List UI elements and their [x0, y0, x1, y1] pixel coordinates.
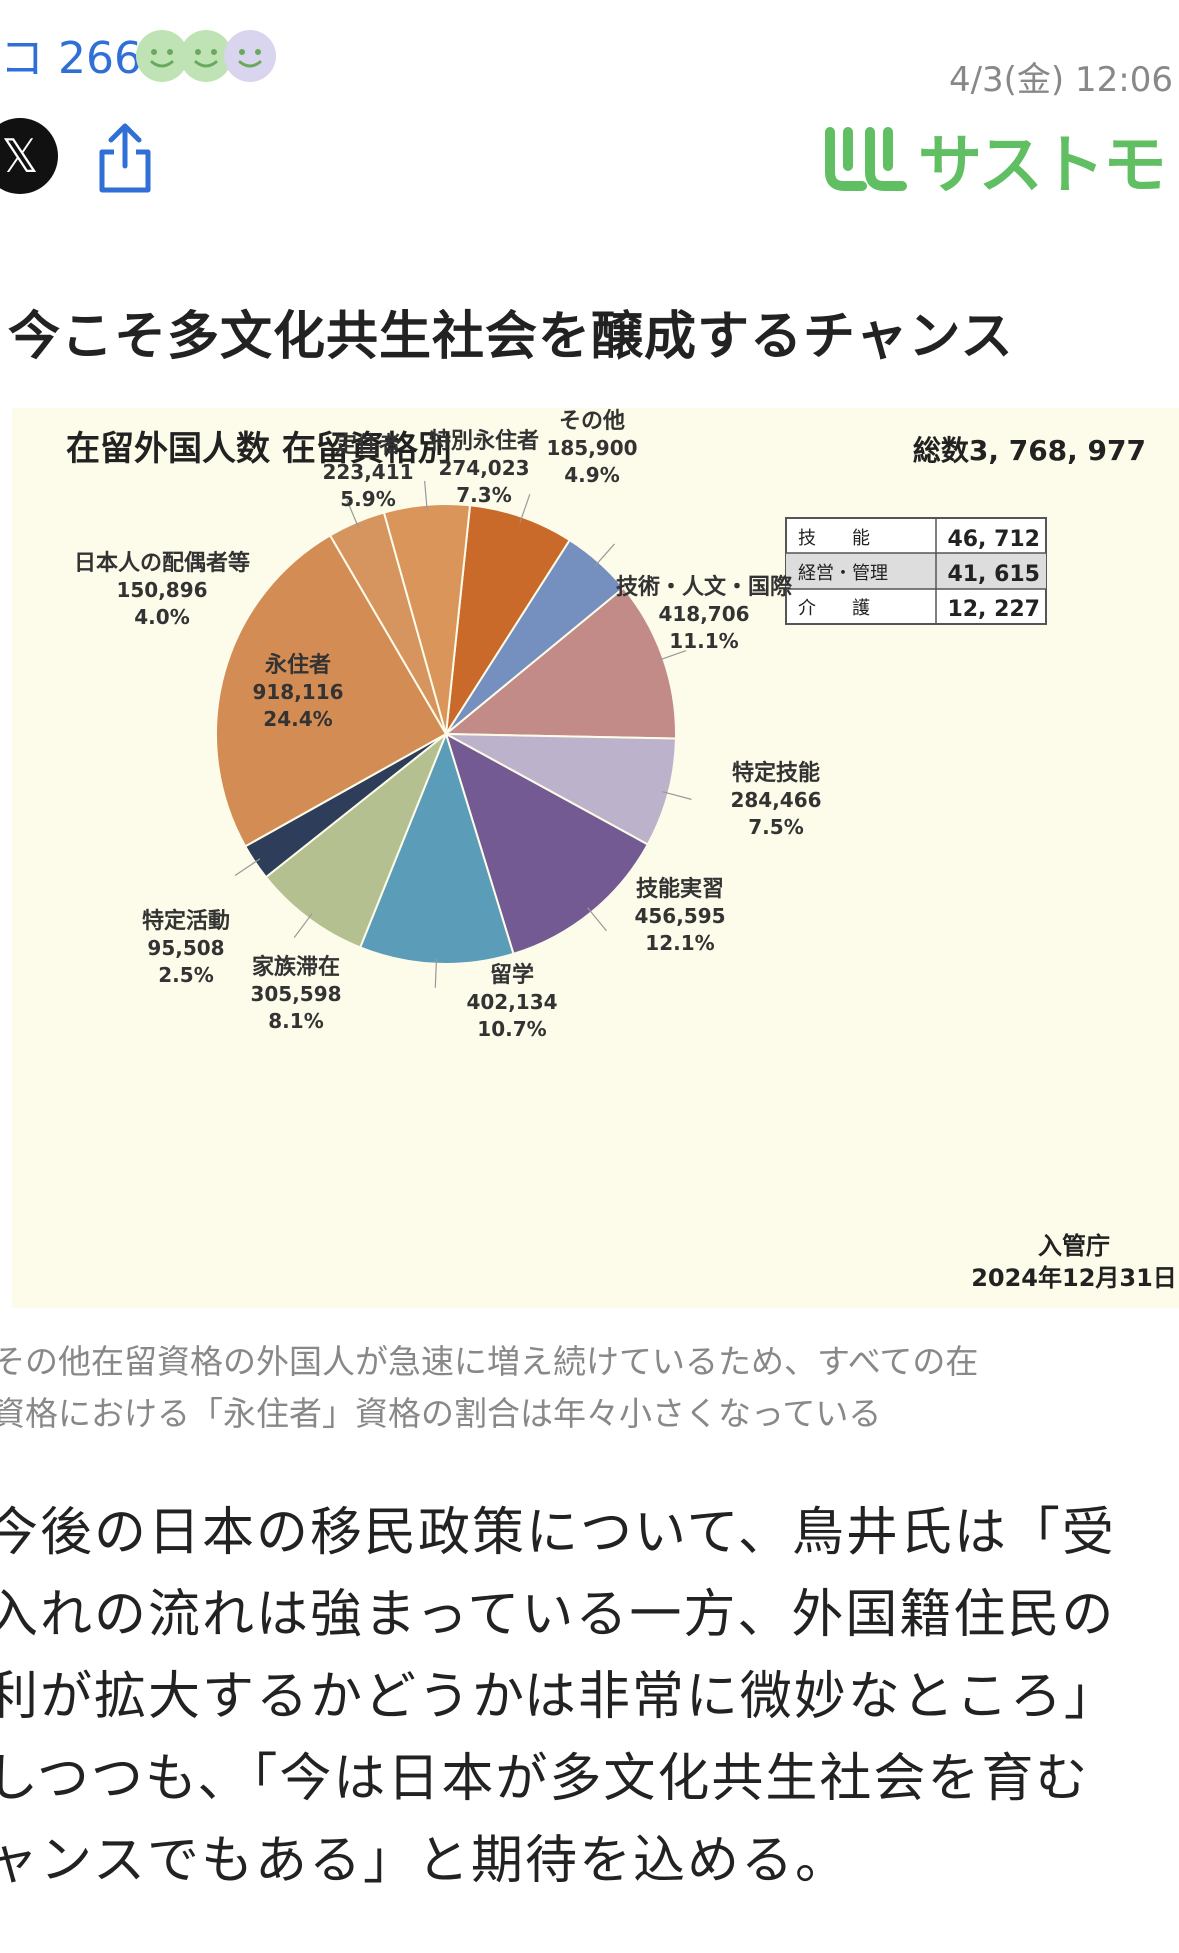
chart-figure: 在留外国人数 在留資格別 総数3, 768, 977 技 能 46, 712 経…	[12, 408, 1179, 1308]
body-line: 利が拡大するかどうかは非常に微妙なところ」	[0, 1667, 1118, 1727]
leader-line	[293, 913, 313, 938]
article-body: 今後の日本の移民政策について、鳥井氏は「受 入れの流れは強まっている一方、外国籍…	[0, 1492, 1179, 1902]
inset-value: 46, 712	[947, 527, 1040, 552]
body-line: ャンスでもある」と期待を込める。	[0, 1831, 849, 1891]
caption-line: その他在留資格の外国人が急速に増え続けているため、すべての在	[0, 1342, 979, 1381]
figure-caption: その他在留資格の外国人が急速に増え続けているため、すべての在 資格における「永住…	[0, 1336, 1179, 1440]
inset-label: 介 護	[798, 598, 870, 619]
leader-lines	[234, 480, 692, 988]
caption-line: 資格における「永住者」資格の割合は年々小さくなっている	[0, 1394, 882, 1433]
inset-label: 経営・管理	[798, 563, 888, 584]
slice-label-percent: 24.4%	[263, 707, 332, 731]
slice-label-value: 418,706	[658, 602, 749, 626]
site-logo[interactable]: サストモ	[822, 110, 1179, 203]
pie-slices	[215, 503, 677, 965]
slice-label-name: 留学	[490, 962, 534, 988]
chart-total: 総数3, 768, 977	[913, 434, 1146, 467]
pie-chart: 在留外国人数 在留資格別 総数3, 768, 977 技 能 46, 712 経…	[66, 409, 1177, 1292]
slice-label-percent: 8.1%	[268, 1009, 323, 1033]
slice-label-percent: 2.5%	[158, 963, 213, 987]
slice-label-percent: 5.9%	[340, 487, 395, 511]
body-line: 入れの流れは強まっている一方、外国籍住民の	[0, 1585, 1116, 1645]
slice-label-percent: 7.3%	[456, 483, 511, 507]
slice-label-percent: 12.1%	[645, 931, 714, 955]
body-line: しつつも、「今は日本が多文化共生社会を育む	[0, 1749, 1090, 1809]
leader-line	[519, 494, 531, 523]
slice-label-percent: 7.5%	[748, 815, 803, 839]
inset-label: 技 能	[798, 528, 870, 549]
slice-label-name: 家族滞在	[252, 954, 340, 980]
slice-label-value: 456,595	[634, 904, 725, 928]
comment-count[interactable]: コ 266	[0, 33, 142, 84]
slice-label-value: 185,900	[546, 436, 637, 460]
slice-label-name: その他	[559, 409, 625, 434]
smile-reaction-icon[interactable]	[224, 30, 276, 82]
slice-label-value: 284,466	[730, 788, 821, 812]
slice-label-name: 特定技能	[732, 760, 820, 786]
slice-label-percent: 11.1%	[669, 629, 738, 653]
inset-table: 技 能 46, 712 経営・管理 41, 615 介 護 12, 227	[785, 517, 1047, 625]
slice-label-percent: 4.9%	[564, 463, 619, 487]
slice-label-name: 特別永住者	[429, 428, 539, 454]
publish-date: 4/3(金) 12:06	[948, 60, 1173, 100]
pie-slice	[215, 533, 448, 848]
slice-label-name: 永住者	[265, 652, 331, 678]
leader-line	[657, 650, 687, 662]
slice-label-value: 918,116	[252, 680, 343, 704]
chart-source-date: 2024年12月31日	[971, 1264, 1177, 1292]
logo-mark-icon	[825, 127, 907, 191]
slice-label-percent: 10.7%	[477, 1017, 546, 1041]
leader-line	[234, 858, 261, 877]
inset-value: 12, 227	[947, 597, 1040, 622]
chart-source: 入管庁	[1038, 1232, 1110, 1260]
slice-label-value: 305,598	[250, 982, 341, 1006]
leader-line	[662, 791, 692, 800]
smile-reaction-icon[interactable]	[136, 30, 188, 82]
share-icon[interactable]	[96, 122, 154, 194]
x-share-icon[interactable]: 𝕏	[0, 118, 58, 194]
slice-label-value: 223,411	[322, 460, 413, 484]
slice-label-value: 150,896	[116, 578, 207, 602]
slice-label-name: 日本人の配偶者等	[74, 550, 250, 576]
slice-label-name: 特定活動	[142, 908, 230, 934]
logo-text: サストモ	[918, 129, 1167, 203]
slice-label-value: 402,134	[466, 990, 557, 1014]
body-line: 今後の日本の移民政策について、鳥井氏は「受	[0, 1503, 1116, 1563]
slice-label-name: 技術・人文・国際	[616, 574, 793, 600]
inset-value: 41, 615	[947, 562, 1040, 587]
chart-title: 在留外国人数 在留資格別	[66, 429, 452, 469]
article-heading: 今こそ多文化共生社会を醸成するチャンス	[8, 307, 1014, 367]
leader-line	[424, 480, 428, 511]
slice-label-value: 95,508	[147, 936, 224, 960]
leader-line	[434, 957, 438, 988]
slice-label-name: 定住者	[335, 432, 401, 458]
leader-line	[346, 499, 360, 528]
slice-label-name: 技能実習	[636, 876, 724, 902]
smile-reaction-icon[interactable]	[180, 30, 232, 82]
leader-line	[587, 907, 607, 932]
leader-line	[594, 543, 615, 567]
slice-label-percent: 4.0%	[134, 605, 189, 629]
slice-label-value: 274,023	[438, 456, 529, 480]
